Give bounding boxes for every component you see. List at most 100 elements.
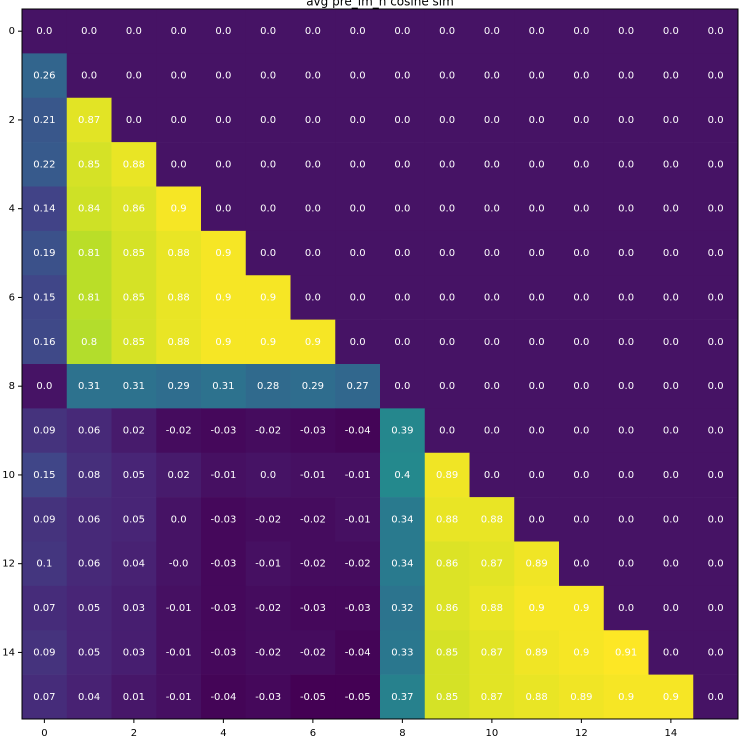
cell-label: 0.0 bbox=[215, 26, 231, 37]
cell-label: 0.0 bbox=[663, 292, 679, 303]
cell-label: 0.09 bbox=[33, 426, 55, 437]
heatmap-cell bbox=[559, 186, 605, 232]
heatmap-cell bbox=[22, 142, 68, 187]
heatmap-cell bbox=[201, 142, 247, 187]
heatmap-cell bbox=[648, 585, 694, 631]
heatmap-cell bbox=[290, 230, 336, 276]
cell-label: 0.06 bbox=[78, 514, 100, 525]
heatmap-cell bbox=[514, 53, 560, 99]
cell-label: 0.9 bbox=[529, 603, 545, 614]
heatmap-cell bbox=[335, 364, 381, 409]
cell-label: 0.0 bbox=[708, 603, 724, 614]
heatmap-cell bbox=[245, 541, 291, 587]
heatmap-cell bbox=[111, 364, 157, 409]
cell-label: 0.0 bbox=[618, 603, 634, 614]
cell-label: 0.33 bbox=[391, 647, 413, 658]
cell-label: 0.0 bbox=[618, 159, 634, 170]
cell-label: 0.0 bbox=[708, 647, 724, 658]
heatmap-cell bbox=[111, 408, 157, 454]
cell-label: 0.34 bbox=[391, 559, 413, 570]
heatmap-cell bbox=[380, 497, 426, 542]
cell-label: 0.07 bbox=[33, 603, 55, 614]
cell-label: 0.85 bbox=[123, 248, 145, 259]
heatmap-cell bbox=[156, 9, 202, 54]
heatmap-cell bbox=[111, 674, 157, 720]
heatmap-cell bbox=[559, 230, 605, 276]
cell-label: 0.16 bbox=[33, 337, 55, 348]
cell-label: 0.0 bbox=[484, 470, 500, 481]
cell-label: 0.87 bbox=[78, 115, 100, 126]
cell-label: 0.0 bbox=[215, 204, 231, 215]
heatmap-cell bbox=[424, 585, 470, 631]
cell-label: -0.01 bbox=[166, 692, 192, 703]
cell-label: 0.0 bbox=[708, 248, 724, 259]
cell-label: 0.88 bbox=[525, 692, 547, 703]
heatmap-cell bbox=[559, 9, 605, 54]
heatmap-cell bbox=[335, 408, 381, 454]
cell-label: 0.0 bbox=[171, 115, 187, 126]
cell-label: 0.0 bbox=[260, 26, 276, 37]
heatmap-cell bbox=[693, 9, 739, 54]
cell-label: 0.0 bbox=[663, 115, 679, 126]
cell-label: 0.0 bbox=[708, 426, 724, 437]
heatmap-cell bbox=[603, 186, 649, 232]
cell-label: 0.0 bbox=[708, 559, 724, 570]
heatmap-cell bbox=[648, 452, 694, 498]
cell-label: 0.86 bbox=[436, 559, 458, 570]
heatmap-cell bbox=[66, 630, 112, 675]
cell-label: 0.0 bbox=[663, 159, 679, 170]
cell-label: 0.85 bbox=[123, 292, 145, 303]
cell-label: 0.9 bbox=[215, 248, 231, 259]
cell-label: 0.0 bbox=[126, 26, 142, 37]
heatmap-cell bbox=[66, 541, 112, 587]
x-tick-label: 8 bbox=[399, 728, 405, 739]
heatmap-cell bbox=[245, 9, 291, 54]
heatmap-cell bbox=[156, 186, 202, 232]
heatmap-cell bbox=[66, 230, 112, 276]
cell-label: 0.0 bbox=[529, 204, 545, 215]
cell-label: 0.0 bbox=[529, 115, 545, 126]
cell-label: 0.01 bbox=[123, 692, 145, 703]
heatmap-cell bbox=[648, 319, 694, 365]
heatmap-cell bbox=[514, 497, 560, 542]
cell-label: 0.0 bbox=[439, 292, 455, 303]
cell-label: 0.0 bbox=[260, 470, 276, 481]
x-tick-label: 0 bbox=[41, 728, 47, 739]
cell-label: 0.06 bbox=[78, 426, 100, 437]
heatmap-cell bbox=[559, 452, 605, 498]
heatmap-cell bbox=[380, 541, 426, 587]
heatmap-cell bbox=[469, 364, 515, 409]
cell-label: 0.0 bbox=[663, 426, 679, 437]
cell-label: 0.9 bbox=[663, 692, 679, 703]
heatmap-cell bbox=[201, 230, 247, 276]
cell-label: 0.0 bbox=[394, 337, 410, 348]
cell-label: 0.0 bbox=[529, 381, 545, 392]
heatmap-cell bbox=[156, 230, 202, 276]
cell-label: 0.0 bbox=[171, 71, 187, 82]
heatmap-cell bbox=[469, 674, 515, 720]
cell-label: -0.03 bbox=[210, 603, 236, 614]
heatmap-cell bbox=[469, 541, 515, 587]
cell-label: -0.03 bbox=[210, 559, 236, 570]
cell-label: 0.0 bbox=[484, 71, 500, 82]
plot-frame bbox=[21, 8, 739, 720]
heatmap-cell bbox=[111, 319, 157, 365]
cell-label: 0.0 bbox=[618, 26, 634, 37]
cell-label: 0.0 bbox=[573, 559, 589, 570]
cell-label: 0.02 bbox=[123, 426, 145, 437]
cell-label: 0.0 bbox=[439, 71, 455, 82]
heatmap-cell bbox=[693, 186, 739, 232]
cell-label: 0.0 bbox=[484, 337, 500, 348]
heatmap-cell bbox=[22, 630, 68, 675]
heatmap-cell bbox=[648, 9, 694, 54]
heatmap-cell bbox=[380, 9, 426, 54]
heatmap-cell bbox=[201, 497, 247, 542]
cell-label: 0.87 bbox=[481, 647, 503, 658]
cell-label: 0.9 bbox=[305, 337, 321, 348]
y-tick-label: 2 bbox=[9, 115, 15, 126]
heatmap-cell bbox=[648, 186, 694, 232]
cell-label: 0.28 bbox=[257, 381, 279, 392]
cell-label: 0.0 bbox=[350, 248, 366, 259]
heatmap-cell bbox=[380, 630, 426, 675]
heatmap-cell bbox=[603, 97, 649, 143]
